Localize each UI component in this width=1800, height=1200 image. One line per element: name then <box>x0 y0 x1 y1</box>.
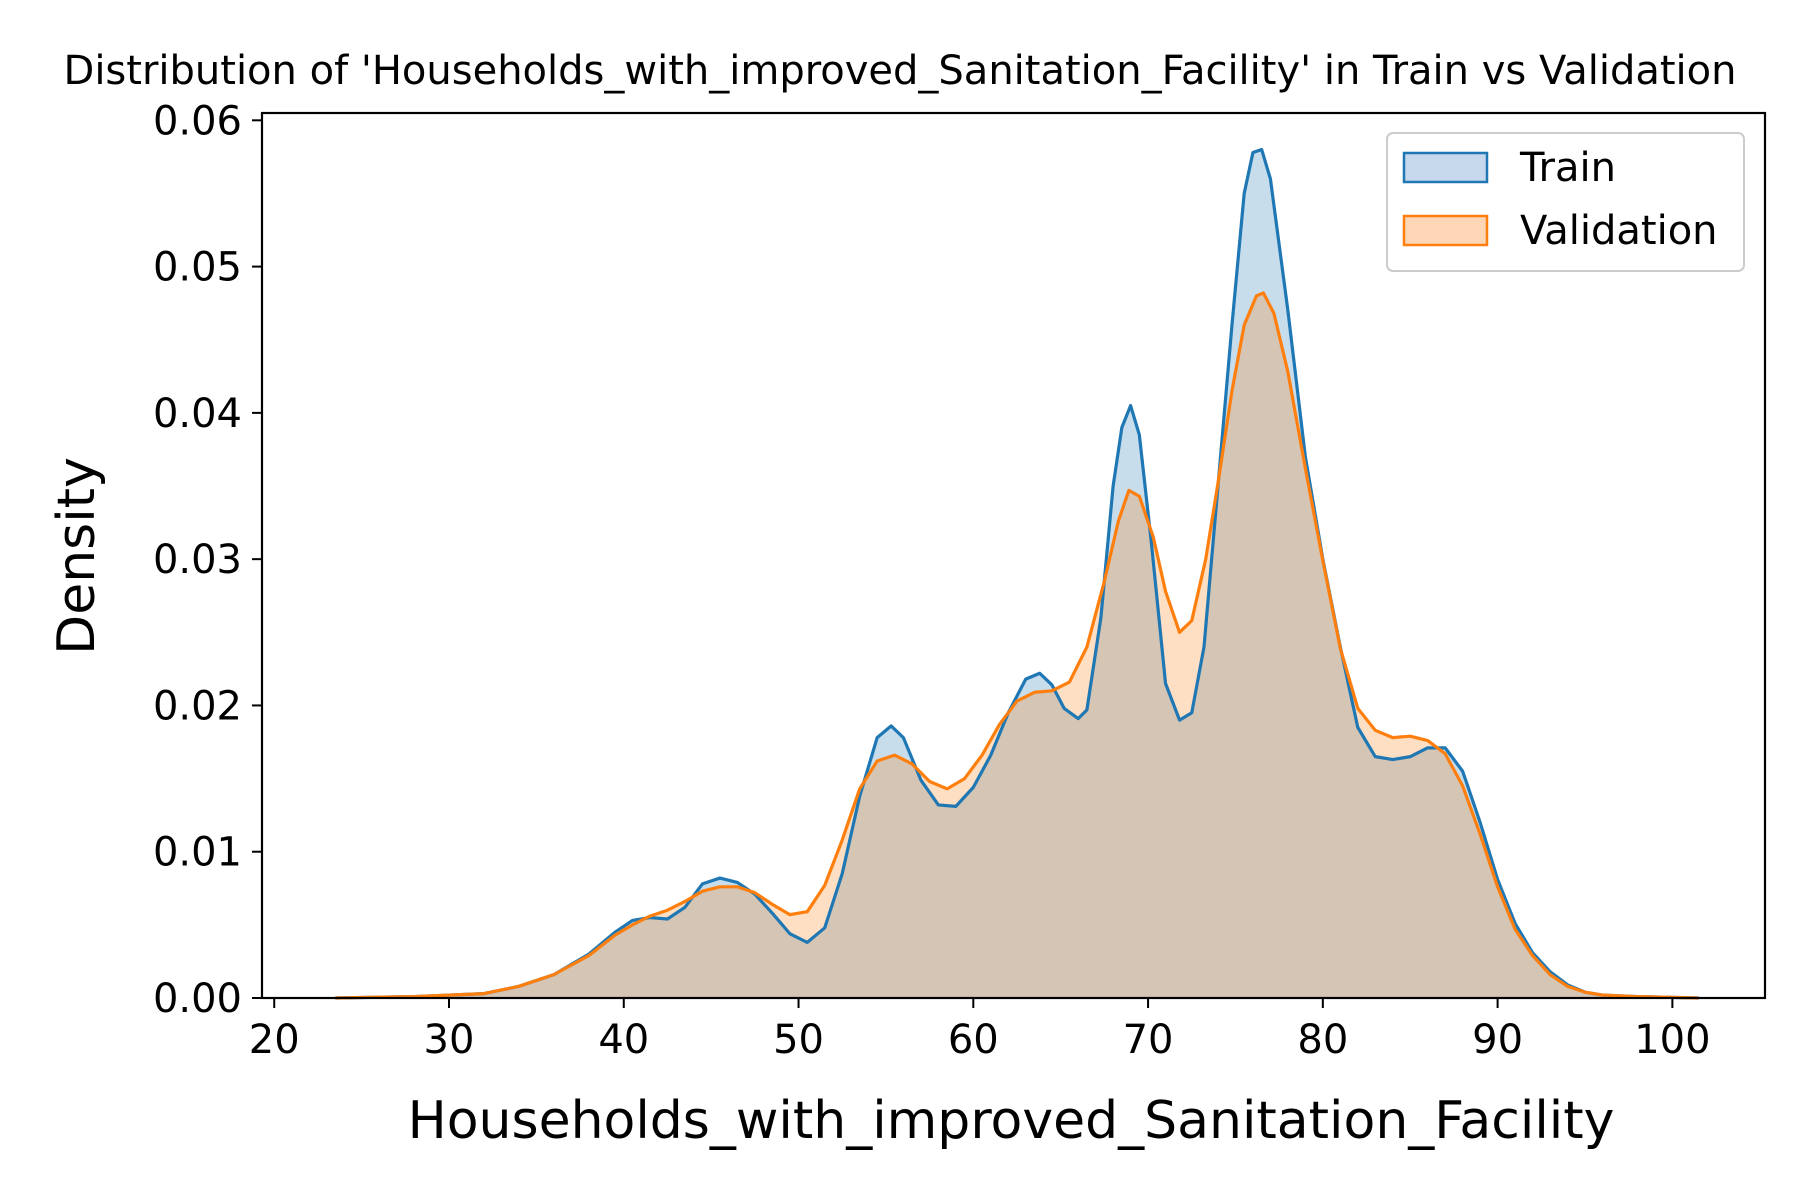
x-tick-label: 80 <box>1297 1017 1348 1063</box>
series-line-0 <box>335 147 1699 1000</box>
y-tick-label: 0.01 <box>153 830 242 876</box>
x-tick-label: 20 <box>249 1017 300 1063</box>
legend-label-0: Train <box>1519 145 1616 191</box>
series-area-0 <box>335 149 1699 998</box>
x-tick-label: 100 <box>1634 1017 1710 1063</box>
series-layer <box>335 147 1699 1000</box>
x-axis-label: Households_with_improved_Sanitation_Faci… <box>408 1091 1615 1151</box>
y-axis-label: Density <box>47 457 107 655</box>
y-tick-label: 0.06 <box>153 98 242 144</box>
y-tick-label: 0.05 <box>153 245 242 291</box>
x-tick-label: 90 <box>1472 1017 1523 1063</box>
series-line-1 <box>335 291 1699 1000</box>
legend-swatch-1 <box>1402 214 1489 247</box>
y-axis-ticks: 0.00 0.01 0.02 0.03 0.04 0.05 0.06 <box>153 98 262 1022</box>
legend: Train Validation <box>1386 132 1745 272</box>
x-tick-label: 30 <box>424 1017 475 1063</box>
x-tick-label: 70 <box>1123 1017 1174 1063</box>
y-tick-label: 0.02 <box>153 683 242 729</box>
x-axis-ticks: 20 30 40 50 60 70 80 90 100 <box>249 998 1711 1063</box>
legend-label-1: Validation <box>1520 208 1718 254</box>
y-tick-label: 0.03 <box>153 537 242 583</box>
chart-title: Distribution of 'Households_with_improve… <box>64 48 1737 94</box>
series-area-1 <box>335 292 1699 998</box>
y-tick-label: 0.00 <box>153 976 242 1022</box>
plot-frame <box>260 111 1767 1000</box>
y-tick-label: 0.04 <box>153 391 242 437</box>
legend-swatch-0 <box>1402 151 1489 184</box>
x-tick-label: 50 <box>773 1017 824 1063</box>
x-tick-label: 60 <box>948 1017 999 1063</box>
x-tick-label: 40 <box>598 1017 649 1063</box>
